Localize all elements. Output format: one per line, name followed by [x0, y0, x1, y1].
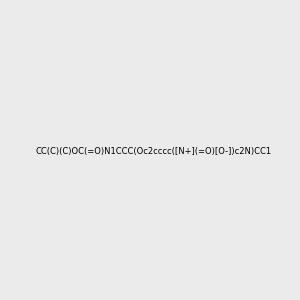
Text: CC(C)(C)OC(=O)N1CCC(Oc2cccc([N+](=O)[O-])c2N)CC1: CC(C)(C)OC(=O)N1CCC(Oc2cccc([N+](=O)[O-]… — [36, 147, 272, 156]
